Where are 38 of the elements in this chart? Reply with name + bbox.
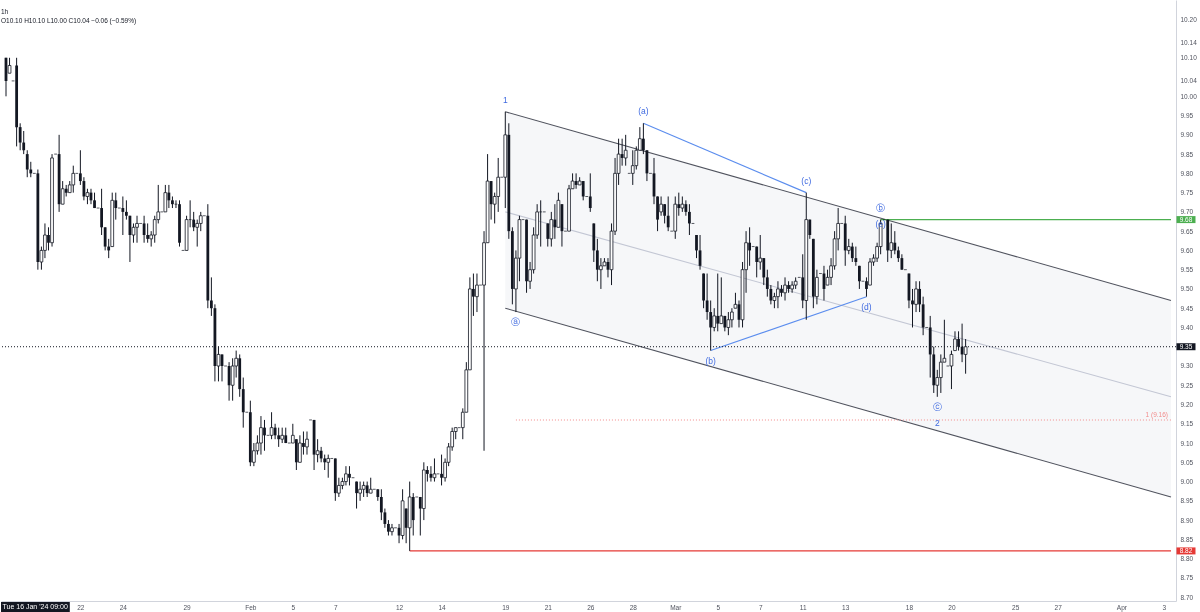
text: (a) [638,106,649,117]
candlestick [641,122,645,155]
candlestick [716,273,720,332]
candlestick [348,465,351,486]
candlestick [305,430,309,456]
candlestick [100,188,104,236]
candlestick [259,415,263,456]
candlestick [18,122,22,151]
text: (d) [861,301,872,312]
candlestick [623,134,628,167]
candlestick [688,203,691,236]
candlestick [850,242,854,263]
candlestick [854,246,858,267]
candlestick [553,203,557,240]
candlestick [355,481,358,510]
text: 1 [502,94,508,105]
candlestick [889,222,894,259]
candlestick [263,419,266,452]
candlestick [953,330,957,352]
candlestick [546,222,550,248]
candlestick [440,454,443,486]
candlestick [939,353,943,394]
candlestick [241,377,245,429]
candlestick [666,195,670,232]
candlestick [25,149,29,178]
candlestick [659,195,663,217]
text: (b) [705,355,716,366]
text: ⓒ 2 [932,401,942,428]
candlestick [294,438,298,471]
candlestick [121,195,125,236]
candlestick [581,180,585,201]
candlestick [411,492,415,537]
candlestick [135,215,139,244]
text: (c) [801,175,812,186]
candlestick [893,230,897,255]
candlestick [344,465,348,486]
candlestick [755,246,759,278]
text: ⓐ [511,317,521,328]
